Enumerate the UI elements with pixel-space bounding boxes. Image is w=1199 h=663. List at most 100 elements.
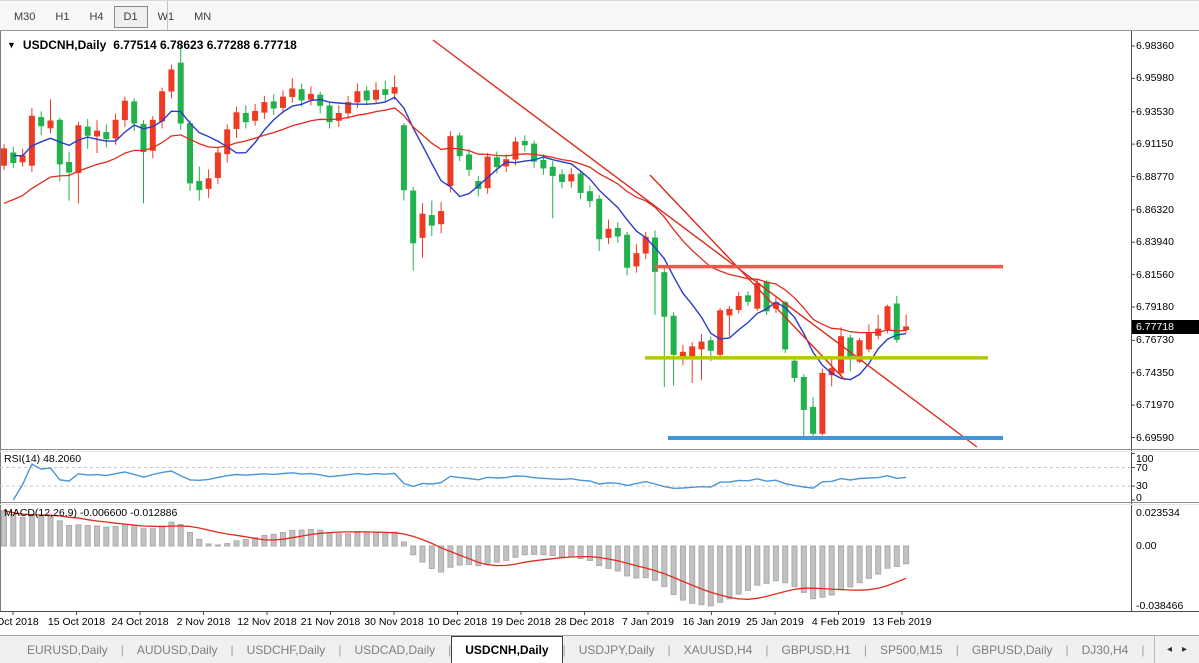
macd-histogram-bar [493,545,500,563]
tab-separator: | [667,642,671,657]
macd-scale-label: 0.00 [1136,540,1157,552]
tab-audusd-daily[interactable]: AUDUSD,Daily [136,642,218,657]
timeframe-button-w1[interactable]: W1 [157,10,175,23]
candle-body [903,326,910,331]
price-axis-label: 6.83940 [1136,236,1174,249]
macd-histogram-bar [84,525,91,547]
macd-histogram-bar [531,545,538,555]
trendline-short-downtrend [649,174,846,381]
macd-histogram-bar [410,545,417,556]
macd-histogram-bar [382,532,389,547]
macd-histogram-bar [47,515,54,547]
macd-histogram-bar [652,545,658,581]
tab-gbpusd-h1[interactable]: GBPUSD,H1 [781,642,851,657]
candle-body [568,174,575,182]
chart-ohlc-values: 6.77514 6.78623 6.77288 6.77718 [113,38,297,52]
candle-body [484,156,491,189]
timeframe-button-d1[interactable]: D1 [113,5,148,28]
macd-histogram-bar [540,545,547,556]
timeframe-toolbar: M30 H1 H4 D1 W1 MN [0,0,1199,31]
candle-body [856,340,863,362]
candle-body [596,198,603,240]
macd-histogram-bar [438,545,445,573]
candle-body [652,237,658,272]
date-axis-label: 10 Dec 2018 [427,616,488,628]
macd-histogram-bar [503,545,510,561]
macd-histogram-bar [177,523,184,547]
pane-splitter-main-rsi[interactable] [0,449,1199,450]
candle-body [47,120,54,129]
candle-body [196,181,203,191]
rsi-scale-label: 70 [1136,461,1148,474]
macd-histogram-bar [196,538,203,547]
macd-histogram-bar [726,545,733,600]
tab-scroll-left-icon[interactable]: ◂ [1166,644,1172,655]
macd-histogram-bar [121,523,128,547]
candle-body [503,159,510,167]
macd-histogram-bar [819,545,826,598]
date-axis-label: 13 Feb 2019 [872,616,932,628]
macd-histogram-bar [772,545,779,582]
tab-separator: | [120,642,124,657]
candle-body [75,125,82,174]
candle-body [707,340,714,351]
chart-area[interactable] [0,31,1199,611]
macd-histogram-bar [261,534,268,547]
current-price-badge: 6.77718 [1132,319,1199,334]
timeframe-button-mn[interactable]: MN [194,10,212,23]
candle-body [884,306,891,330]
candle-body [624,234,631,268]
tab-usdchf-daily[interactable]: USDCHF,Daily [246,642,326,657]
macd-histogram-bar [903,545,910,565]
candle-body [559,174,565,183]
chart-left-border [0,31,1,611]
macd-histogram-bar [419,545,426,563]
tab-dj30-h4[interactable]: DJ30,H4 [1081,642,1129,657]
macd-histogram-bar [484,545,491,564]
price-axis-label: 6.91150 [1136,138,1174,151]
ma-fast-line [13,96,907,381]
tab-usdjpy-daily[interactable]: USDJPY,Daily [578,642,655,657]
tab-tech100-h1[interactable]: TECH100,H1 [1144,637,1154,663]
tab-scroll-right-icon[interactable]: ▸ [1181,644,1187,655]
timeframe-button-h1[interactable]: H1 [55,10,70,23]
candle-body [187,123,193,184]
candle-body [159,91,166,122]
macd-histogram-bar [521,545,528,556]
pane-splitter-rsi-macd[interactable] [0,502,1199,503]
macd-histogram-bar [391,531,398,547]
tab-usdcnh-daily[interactable]: USDCNH,Daily [451,636,563,663]
macd-histogram-bar [345,533,352,547]
candle-body [745,295,751,302]
tab-separator: | [230,642,234,657]
candle-body [335,112,342,121]
tab-eurusd-daily[interactable]: EURUSD,Daily [27,642,108,657]
rsi-caption: RSI(14) 48.2060 [4,453,82,465]
macd-histogram-bar [791,545,798,588]
macd-histogram-bar [828,545,835,596]
candle-body [726,308,733,316]
date-axis-label: 7 Jan 2019 [622,616,674,628]
candle-body [261,102,268,113]
macd-histogram-bar [298,529,305,547]
tab-sp500-m15[interactable]: SP500,M15 [879,642,943,657]
macd-histogram-bar [233,540,240,547]
tab-gbpusd-daily[interactable]: GBPUSD,Daily [971,642,1053,657]
chart-caret-icon[interactable]: ▼ [7,40,16,50]
candle-body [549,166,556,176]
date-axis-label: 24 Oct 2018 [111,616,169,628]
tab-usdcad-daily[interactable]: USDCAD,Daily [354,642,436,657]
candle-body [670,315,677,355]
timeframe-button-m30[interactable]: M30 [14,10,36,23]
tab-separator: | [1141,642,1145,657]
tab-xauusd-h4[interactable]: XAUUSD,H4 [683,642,753,657]
candle-body [493,157,500,168]
macd-histogram-bar [735,545,742,595]
candle-body [754,283,761,309]
timeframe-button-h4[interactable]: H4 [89,10,104,23]
candle-body [410,190,417,244]
macd-histogram-bar [856,545,863,584]
macd-histogram-bar [875,545,882,575]
candle-body [540,159,547,169]
